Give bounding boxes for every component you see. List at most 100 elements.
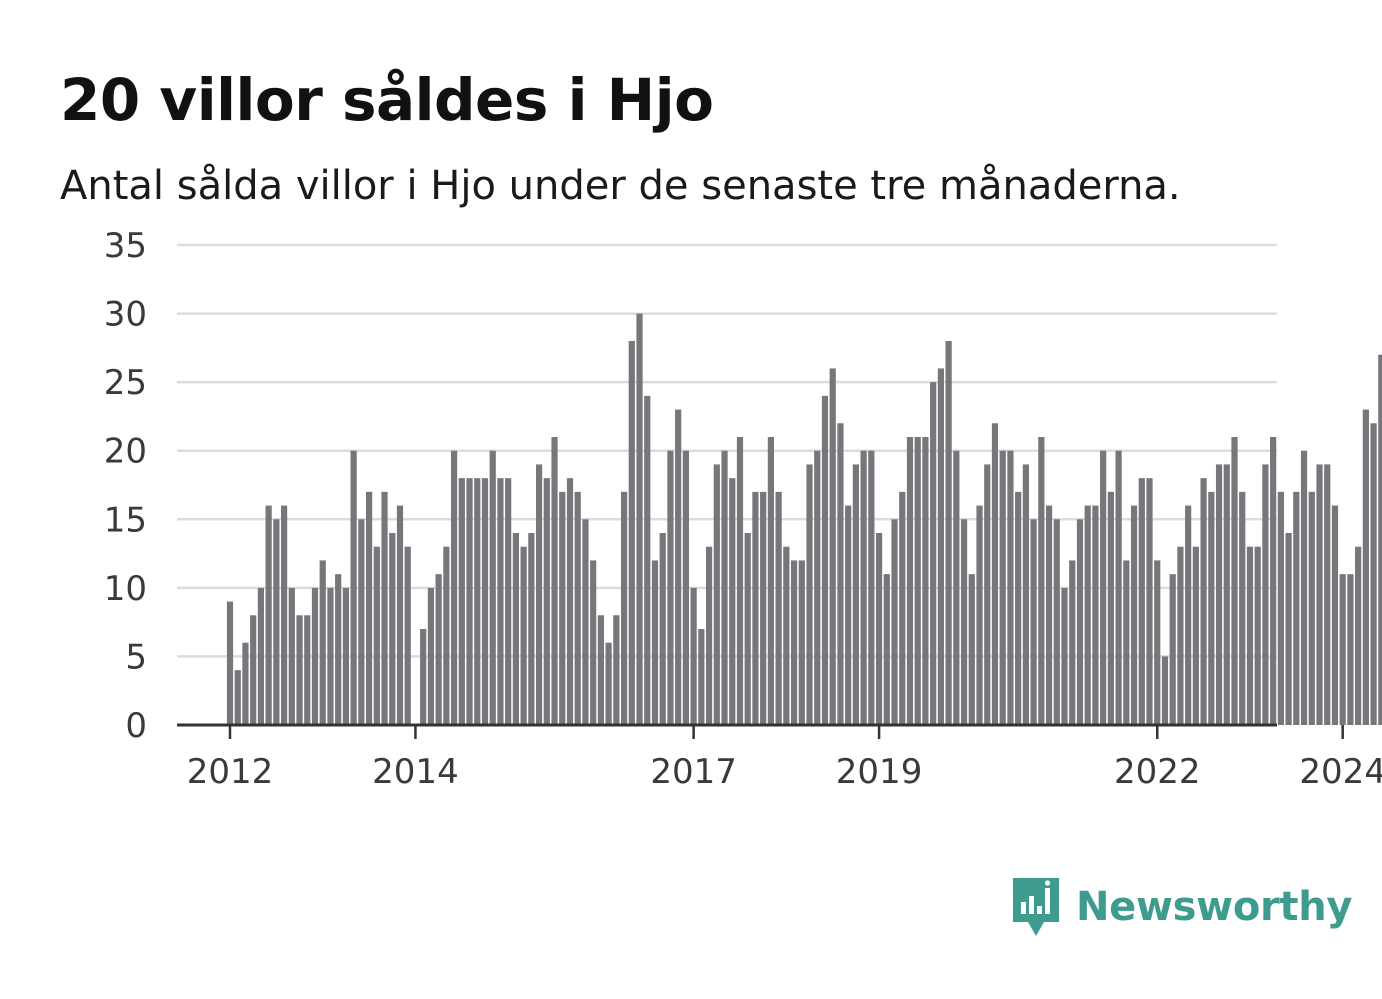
bar bbox=[1169, 574, 1176, 725]
bar bbox=[528, 533, 535, 725]
bar bbox=[891, 519, 898, 725]
bar bbox=[1300, 450, 1308, 725]
x-tick-label: 2014 bbox=[372, 752, 459, 792]
bar bbox=[1347, 574, 1354, 725]
bar bbox=[296, 615, 303, 725]
bar bbox=[481, 478, 489, 725]
bar bbox=[1161, 656, 1169, 725]
y-tick-label: 0 bbox=[125, 706, 147, 746]
bar bbox=[1138, 478, 1145, 725]
bar bbox=[1185, 505, 1192, 725]
bar bbox=[744, 533, 751, 725]
bar bbox=[1107, 491, 1114, 725]
bar bbox=[389, 533, 396, 725]
bar bbox=[280, 505, 288, 725]
bar bbox=[474, 478, 481, 725]
bar bbox=[1270, 437, 1277, 725]
bar bbox=[1316, 464, 1323, 725]
bar bbox=[1022, 464, 1029, 725]
bar bbox=[790, 560, 798, 725]
bar bbox=[358, 519, 365, 725]
bar bbox=[1146, 478, 1153, 725]
bar bbox=[257, 587, 265, 725]
bar bbox=[860, 450, 867, 725]
bar bbox=[1130, 505, 1138, 725]
bar bbox=[242, 642, 249, 725]
bar bbox=[1293, 491, 1300, 725]
bar bbox=[984, 464, 991, 725]
x-axis-tick-labels: 2012 2014 2017 2019 2022 2024 bbox=[187, 725, 1382, 792]
bar bbox=[1115, 450, 1122, 725]
bar bbox=[729, 478, 736, 725]
bar bbox=[899, 491, 906, 725]
bar bbox=[1378, 354, 1382, 725]
bar bbox=[1262, 464, 1269, 725]
bar bbox=[535, 464, 543, 725]
bar bbox=[443, 546, 450, 725]
y-tick-label: 20 bbox=[104, 432, 147, 472]
bar bbox=[1192, 546, 1199, 725]
bar bbox=[590, 560, 597, 725]
bar bbox=[1223, 464, 1230, 725]
bar bbox=[574, 491, 581, 725]
bar bbox=[381, 491, 388, 725]
bar bbox=[690, 587, 697, 725]
bar bbox=[1069, 560, 1076, 725]
bar bbox=[775, 491, 782, 725]
bar bbox=[1154, 560, 1161, 725]
bar bbox=[1254, 546, 1261, 725]
bar bbox=[914, 437, 921, 725]
bar bbox=[667, 450, 674, 725]
newsworthy-logo-icon bbox=[1013, 878, 1059, 936]
x-tick-label: 2012 bbox=[187, 752, 274, 792]
bar bbox=[234, 670, 241, 725]
y-tick-label: 35 bbox=[104, 226, 147, 266]
bar bbox=[420, 629, 427, 725]
bar bbox=[226, 601, 234, 725]
bar bbox=[304, 615, 311, 725]
x-tick-label: 2022 bbox=[1114, 752, 1201, 792]
bar bbox=[1324, 464, 1331, 725]
bar bbox=[814, 450, 821, 725]
bar bbox=[852, 464, 859, 725]
bar bbox=[1092, 505, 1099, 725]
bar bbox=[883, 574, 890, 725]
bar bbox=[698, 629, 705, 725]
y-tick-label: 30 bbox=[104, 295, 147, 335]
brand-name: Newsworthy bbox=[1076, 884, 1353, 930]
bar bbox=[682, 450, 689, 725]
bar bbox=[551, 437, 558, 725]
bar bbox=[906, 437, 914, 725]
bar bbox=[512, 533, 519, 725]
bar bbox=[767, 437, 774, 725]
bar bbox=[265, 505, 272, 725]
x-tick-label: 2017 bbox=[650, 752, 737, 792]
bar bbox=[373, 546, 380, 725]
bar bbox=[736, 437, 744, 725]
bar bbox=[1355, 546, 1362, 725]
bar bbox=[273, 519, 280, 725]
bar bbox=[783, 546, 790, 725]
bar bbox=[829, 368, 836, 725]
bar bbox=[613, 615, 620, 725]
bar bbox=[868, 450, 875, 725]
bar bbox=[675, 409, 682, 725]
y-axis-tick-labels: 0 5 10 15 20 25 30 35 bbox=[104, 226, 147, 746]
bar bbox=[1215, 464, 1223, 725]
bar bbox=[837, 423, 844, 725]
bar bbox=[1277, 491, 1284, 725]
bar bbox=[1339, 574, 1346, 725]
bar bbox=[396, 505, 404, 725]
bar bbox=[937, 368, 944, 725]
bar bbox=[1362, 409, 1369, 725]
bar bbox=[875, 533, 883, 725]
bar bbox=[1308, 491, 1315, 725]
bar bbox=[1038, 437, 1045, 725]
bar bbox=[597, 615, 604, 725]
bar bbox=[636, 313, 643, 725]
bar bbox=[798, 560, 805, 725]
bar bbox=[1100, 450, 1107, 725]
bar bbox=[1061, 587, 1068, 725]
bar bbox=[644, 395, 651, 725]
